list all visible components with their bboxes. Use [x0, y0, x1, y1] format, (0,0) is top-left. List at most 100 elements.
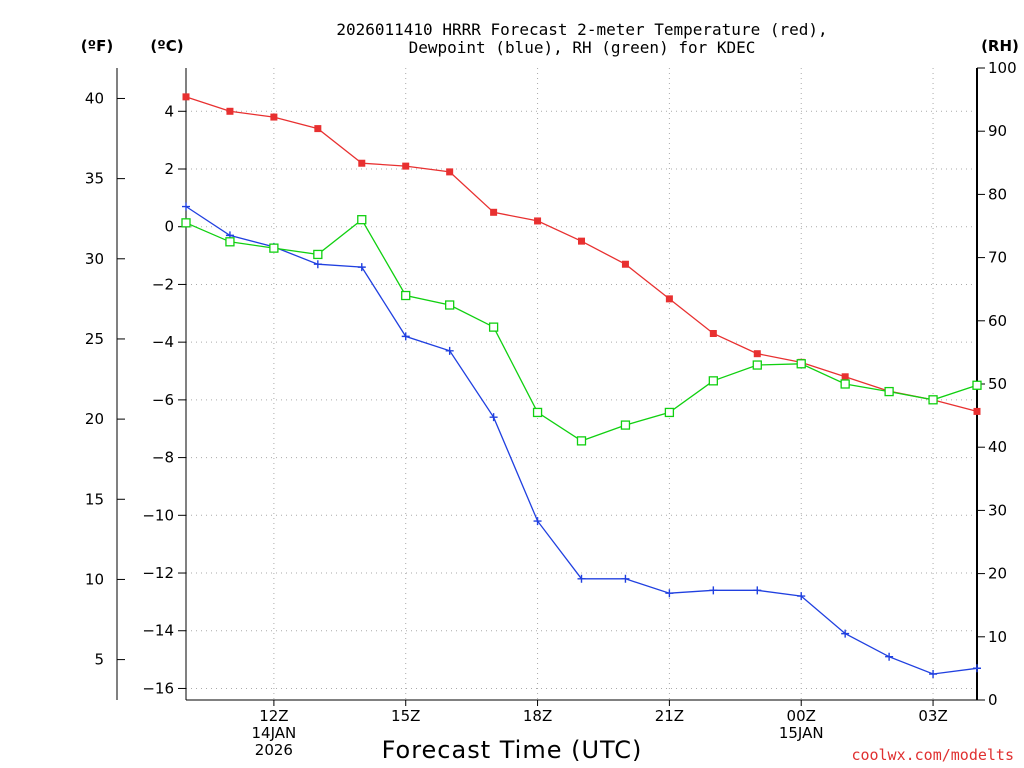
temperature-point	[753, 350, 761, 358]
temperature-point	[226, 107, 234, 115]
rh-point	[225, 237, 235, 247]
dewpoint-point	[841, 629, 850, 638]
celsius-tick-label: −2	[152, 275, 174, 293]
rh-point	[840, 379, 850, 389]
x-tick-label: 15JAN	[779, 724, 824, 742]
dewpoint-point	[577, 574, 586, 583]
x-axis-label: Forecast Time (UTC)	[382, 736, 643, 764]
dewpoint-point	[929, 670, 938, 679]
dewpoint-point	[709, 586, 718, 595]
rh-point	[972, 380, 982, 390]
fahrenheit-tick-label: 25	[85, 330, 104, 348]
temperature-line	[185, 96, 978, 413]
temperature-point	[446, 168, 454, 176]
fahrenheit-tick-label: 5	[94, 651, 104, 669]
temperature-point	[490, 208, 498, 216]
temperature-point	[182, 93, 190, 101]
rh-tick-label: 60	[988, 312, 1007, 330]
rh-tick-label: 50	[988, 375, 1007, 393]
celsius-tick-label: −16	[142, 679, 174, 697]
dewpoint-point	[797, 592, 806, 601]
fahrenheit-tick-label: 35	[85, 170, 104, 188]
rh-point	[664, 407, 675, 418]
temperature-point	[709, 329, 717, 337]
dewpoint-point	[182, 202, 190, 211]
grid-layer	[186, 68, 977, 700]
temperature-point	[841, 373, 849, 381]
tick-labels: 420−2−4−6−8−10−12−14−1640353025201510501…	[85, 59, 1017, 759]
temperature-point	[402, 162, 410, 170]
celsius-tick-label: 0	[164, 218, 174, 236]
x-tick-label: 21Z	[655, 707, 684, 725]
dewpoint-point	[753, 586, 762, 595]
rh-point	[269, 243, 279, 253]
x-tick-label: 03Z	[918, 707, 947, 725]
rh-unit-label: (RH)	[981, 37, 1019, 55]
celsius-tick-label: −4	[152, 333, 174, 351]
rh-point	[620, 420, 631, 430]
fahrenheit-tick-label: 10	[85, 570, 104, 588]
celsius-unit-label: (ºC)	[150, 37, 183, 55]
celsius-tick-label: −8	[152, 449, 174, 467]
fahrenheit-unit-label: (ºF)	[81, 37, 113, 55]
rh-point	[313, 249, 323, 260]
dewpoint-point	[665, 589, 674, 598]
chart-title-line-1: 2026011410 HRRR Forecast 2-meter Tempera…	[336, 20, 827, 39]
celsius-tick-label: −6	[152, 391, 174, 409]
dewpoint-point	[489, 413, 498, 422]
rh-point	[884, 386, 894, 397]
dewpoint-point	[401, 332, 410, 341]
chart-title-line-2: Dewpoint (blue), RH (green) for KDEC	[409, 38, 756, 57]
rh-tick-label: 80	[988, 185, 1007, 203]
rh-point	[796, 359, 806, 369]
x-tick-label: 15Z	[391, 707, 420, 725]
rh-point	[181, 218, 191, 228]
x-tick-label: 2026	[255, 741, 293, 759]
rh-tick-label: 100	[988, 59, 1017, 77]
rh-tick-label: 10	[988, 628, 1007, 646]
temperature-point	[973, 407, 981, 415]
temperature-point	[665, 295, 673, 303]
rh-point	[488, 322, 499, 332]
rh-point	[708, 376, 718, 386]
rh-tick-label: 20	[988, 565, 1007, 583]
dewpoint-point	[313, 260, 322, 269]
celsius-tick-label: −14	[142, 622, 174, 640]
rh-point	[357, 215, 367, 225]
fahrenheit-tick-label: 40	[85, 89, 104, 107]
rh-tick-label: 90	[988, 122, 1007, 140]
temperature-point	[314, 125, 322, 133]
rh-point	[752, 360, 762, 370]
rh-point	[445, 300, 455, 310]
celsius-tick-label: 2	[164, 160, 174, 178]
dewpoint-point	[973, 664, 981, 673]
x-tick-label: 14JAN	[252, 724, 297, 742]
temperature-point	[358, 159, 366, 167]
fahrenheit-tick-label: 30	[85, 250, 104, 268]
fahrenheit-tick-label: 15	[85, 490, 104, 508]
credit-link[interactable]: coolwx.com/modelts	[851, 746, 1014, 764]
dewpoint-point	[533, 517, 542, 526]
axes	[116, 67, 985, 706]
rh-point	[576, 436, 587, 446]
rh-point	[928, 395, 938, 405]
temperature-point	[534, 217, 542, 225]
rh-tick-label: 40	[988, 438, 1007, 456]
rh-point	[532, 407, 543, 418]
temperature-point	[621, 260, 629, 268]
celsius-tick-label: −12	[142, 564, 174, 582]
celsius-tick-label: −10	[142, 506, 174, 524]
x-tick-label: 18Z	[523, 707, 552, 725]
fahrenheit-tick-label: 20	[85, 410, 104, 428]
rh-tick-label: 30	[988, 501, 1007, 519]
dewpoint-point	[445, 346, 454, 355]
data-series	[181, 93, 982, 679]
rh-tick-label: 70	[988, 249, 1007, 267]
x-tick-label: 00Z	[787, 707, 816, 725]
temperature-point	[578, 237, 585, 245]
dewpoint-point	[357, 263, 366, 272]
rh-tick-label: 0	[988, 691, 998, 709]
celsius-tick-label: 4	[164, 102, 174, 120]
x-tick-label: 12Z	[259, 707, 288, 725]
